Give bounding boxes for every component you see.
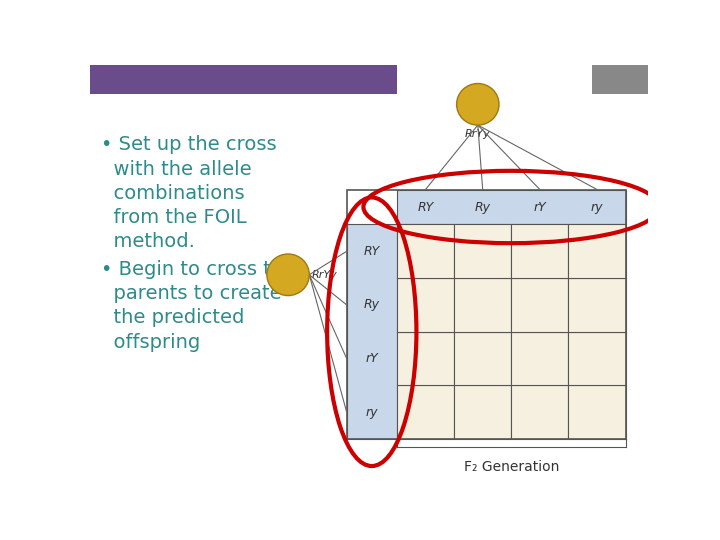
Text: Ry: Ry xyxy=(474,200,491,213)
Bar xyxy=(511,225,569,278)
Text: • Begin to cross the: • Begin to cross the xyxy=(101,260,295,279)
Bar xyxy=(347,225,397,439)
Bar xyxy=(569,332,626,386)
Text: method.: method. xyxy=(101,232,195,251)
Text: parents to create: parents to create xyxy=(101,285,282,303)
Text: with the allele: with the allele xyxy=(101,160,252,179)
Bar xyxy=(454,225,511,278)
Bar xyxy=(593,65,648,94)
Ellipse shape xyxy=(267,254,310,295)
Text: combinations: combinations xyxy=(101,184,245,202)
Text: RrYy: RrYy xyxy=(465,129,491,139)
Bar xyxy=(397,190,626,225)
Text: RrYy: RrYy xyxy=(312,270,338,280)
Bar xyxy=(511,278,569,332)
Bar xyxy=(90,65,397,94)
Text: rY: rY xyxy=(366,352,378,365)
Text: the predicted: the predicted xyxy=(101,308,245,327)
Bar xyxy=(454,332,511,386)
Text: ry: ry xyxy=(366,406,378,419)
Text: from the FOIL: from the FOIL xyxy=(101,208,247,227)
Bar xyxy=(397,225,454,278)
Bar xyxy=(347,190,626,439)
Bar xyxy=(511,332,569,386)
Text: RY: RY xyxy=(418,200,433,213)
Text: Ry: Ry xyxy=(364,299,379,312)
Text: • Set up the cross: • Set up the cross xyxy=(101,136,276,154)
Bar xyxy=(397,386,454,439)
Bar xyxy=(511,386,569,439)
Bar xyxy=(569,278,626,332)
Text: RY: RY xyxy=(364,245,380,258)
Ellipse shape xyxy=(456,84,499,125)
Bar xyxy=(454,278,511,332)
Bar xyxy=(397,278,454,332)
Bar xyxy=(397,332,454,386)
Bar xyxy=(454,386,511,439)
Bar xyxy=(569,225,626,278)
Text: F₂ Generation: F₂ Generation xyxy=(464,460,559,474)
Text: rY: rY xyxy=(534,200,546,213)
Bar xyxy=(569,386,626,439)
Text: ry: ry xyxy=(591,200,603,213)
Text: offspring: offspring xyxy=(101,333,200,352)
